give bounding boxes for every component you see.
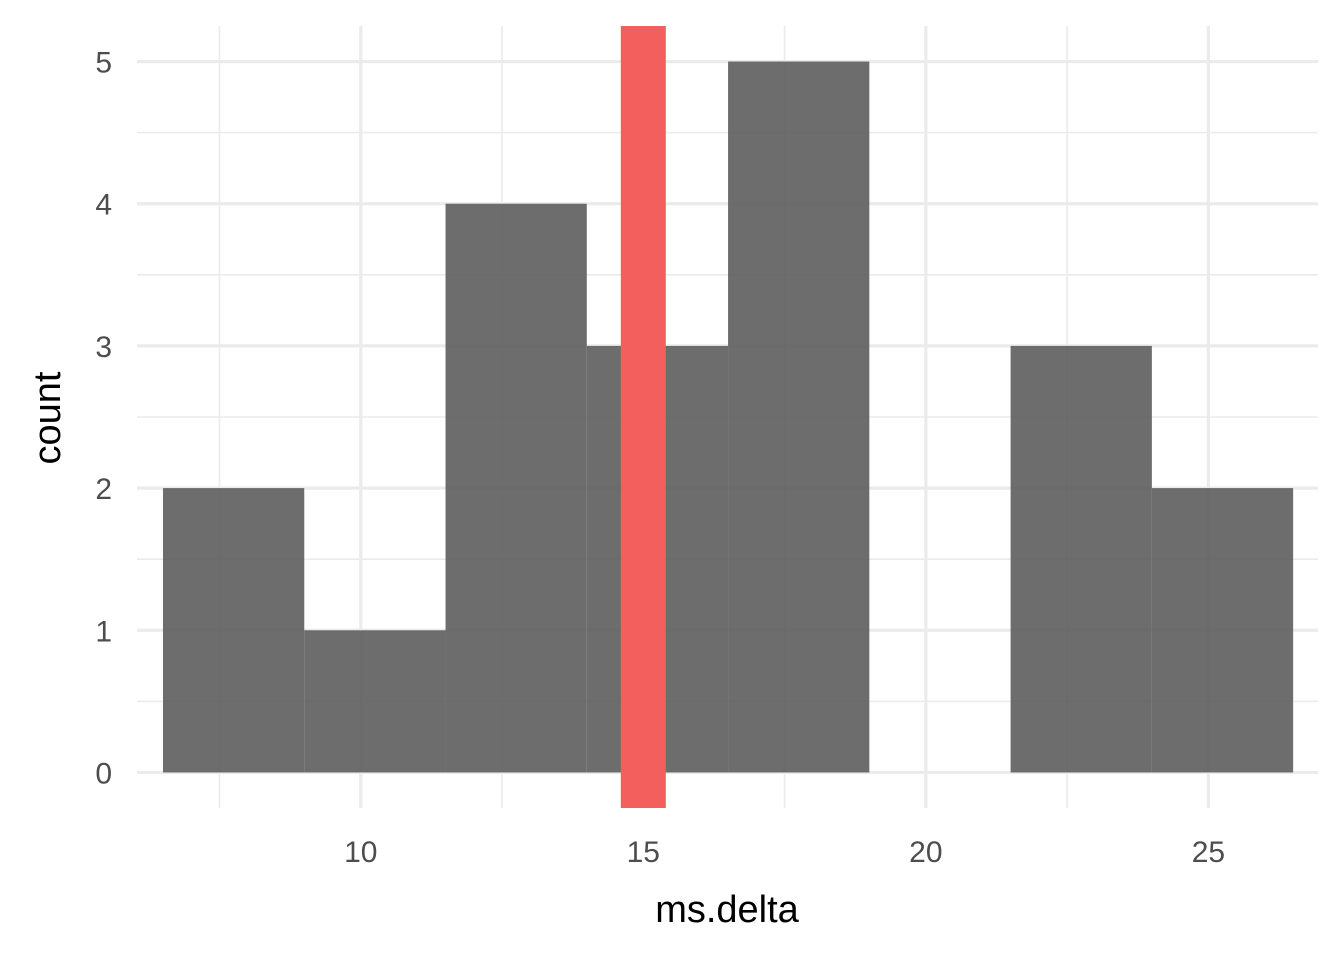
vertical-reference-line	[620, 26, 666, 808]
x-tick-label: 20	[909, 836, 942, 869]
x-axis-title: ms.delta	[655, 889, 799, 931]
y-tick-label: 3	[95, 331, 112, 364]
histogram-bar	[1151, 488, 1294, 773]
y-tick-label: 2	[95, 473, 112, 506]
y-axis-title: count	[27, 371, 69, 464]
histogram-bar	[162, 488, 305, 773]
histogram-bar	[445, 203, 587, 773]
y-tick-label: 5	[95, 47, 112, 80]
x-tick-label: 15	[627, 836, 660, 869]
y-axis-ticks: 0 1 2 3 4 5	[95, 47, 112, 791]
histogram-bars	[162, 61, 1294, 773]
x-tick-label: 25	[1192, 836, 1225, 869]
y-tick-label: 1	[95, 615, 112, 648]
x-axis-ticks: 10 15 20 25	[344, 836, 1225, 869]
y-tick-label: 0	[95, 757, 112, 790]
histogram-bar	[728, 61, 870, 773]
reference-line	[620, 26, 666, 808]
x-tick-label: 10	[344, 836, 377, 869]
y-tick-label: 4	[95, 189, 112, 222]
histogram-bar	[304, 630, 446, 773]
histogram-bar	[1010, 345, 1152, 773]
